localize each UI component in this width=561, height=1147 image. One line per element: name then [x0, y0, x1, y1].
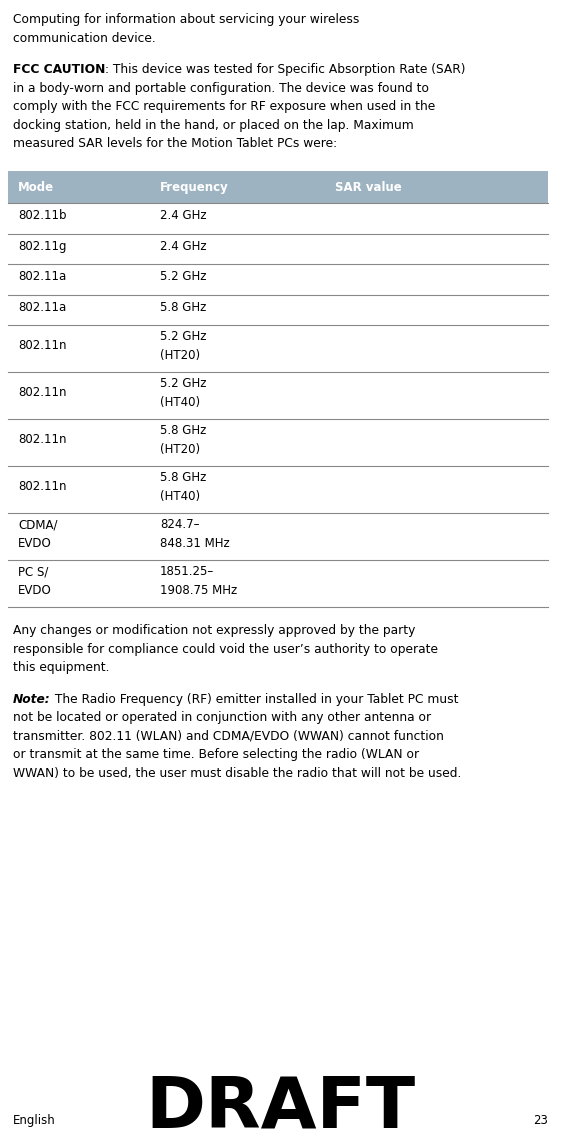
Text: CDMA/: CDMA/ [18, 518, 57, 531]
Text: 5.8 GHz: 5.8 GHz [160, 471, 206, 484]
Text: 2.4 GHz: 2.4 GHz [160, 240, 206, 252]
Text: responsible for compliance could void the user’s authority to operate: responsible for compliance could void th… [13, 642, 438, 655]
Text: or transmit at the same time. Before selecting the radio (WLAN or: or transmit at the same time. Before sel… [13, 748, 419, 760]
Text: 23: 23 [533, 1114, 548, 1128]
Text: (HT40): (HT40) [160, 490, 200, 502]
Text: 5.2 GHz: 5.2 GHz [160, 270, 206, 283]
Text: SAR value: SAR value [335, 180, 402, 194]
Text: 802.11n: 802.11n [18, 434, 67, 446]
Text: Computing for information about servicing your wireless: Computing for information about servicin… [13, 13, 360, 26]
Text: EVDO: EVDO [18, 584, 52, 596]
Text: English: English [13, 1114, 56, 1128]
Text: measured SAR levels for the Motion Tablet PCs were:: measured SAR levels for the Motion Table… [13, 136, 337, 150]
Text: docking station, held in the hand, or placed on the lap. Maximum: docking station, held in the hand, or pl… [13, 118, 414, 132]
Text: 802.11b: 802.11b [18, 209, 67, 223]
Text: 5.8 GHz: 5.8 GHz [160, 424, 206, 437]
Text: communication device.: communication device. [13, 31, 156, 45]
Text: FCC CAUTION: FCC CAUTION [13, 63, 105, 76]
Bar [8, 171, 548, 203]
Text: DRAFT: DRAFT [145, 1074, 416, 1144]
Text: Any changes or modification not expressly approved by the party: Any changes or modification not expressl… [13, 624, 415, 637]
Text: 5.2 GHz: 5.2 GHz [160, 330, 206, 343]
Text: 802.11a: 802.11a [18, 270, 66, 283]
Text: Note:: Note: [13, 693, 50, 705]
Text: 5.8 GHz: 5.8 GHz [160, 301, 206, 313]
Text: 802.11n: 802.11n [18, 387, 67, 399]
Text: in a body-worn and portable configuration. The device was found to: in a body-worn and portable configuratio… [13, 81, 429, 94]
Text: 5.2 GHz: 5.2 GHz [160, 377, 206, 390]
Text: : This device was tested for Specific Absorption Rate (SAR): : This device was tested for Specific Ab… [105, 63, 466, 76]
Text: 802.11n: 802.11n [18, 481, 67, 493]
Text: transmitter. 802.11 (WLAN) and CDMA/EVDO (WWAN) cannot function: transmitter. 802.11 (WLAN) and CDMA/EVDO… [13, 729, 444, 742]
Text: 802.11a: 802.11a [18, 301, 66, 313]
Text: this equipment.: this equipment. [13, 661, 109, 674]
Text: Frequency: Frequency [160, 180, 229, 194]
Text: 1908.75 MHz: 1908.75 MHz [160, 584, 237, 596]
Text: The Radio Frequency (RF) emitter installed in your Tablet PC must: The Radio Frequency (RF) emitter install… [50, 693, 458, 705]
Text: (HT20): (HT20) [160, 443, 200, 455]
Text: WWAN) to be used, the user must disable the radio that will not be used.: WWAN) to be used, the user must disable … [13, 766, 461, 780]
Text: not be located or operated in conjunction with any other antenna or: not be located or operated in conjunctio… [13, 711, 431, 724]
Text: (HT20): (HT20) [160, 349, 200, 361]
Text: 2.4 GHz: 2.4 GHz [160, 209, 206, 223]
Text: EVDO: EVDO [18, 537, 52, 549]
Text: (HT40): (HT40) [160, 396, 200, 408]
Text: 824.7–: 824.7– [160, 518, 200, 531]
Text: PC S/: PC S/ [18, 565, 48, 578]
Text: 802.11n: 802.11n [18, 340, 67, 352]
Text: 1851.25–: 1851.25– [160, 565, 214, 578]
Text: Mode: Mode [18, 180, 54, 194]
Text: comply with the FCC requirements for RF exposure when used in the: comply with the FCC requirements for RF … [13, 100, 435, 114]
Text: 802.11g: 802.11g [18, 240, 67, 252]
Text: 848.31 MHz: 848.31 MHz [160, 537, 230, 549]
